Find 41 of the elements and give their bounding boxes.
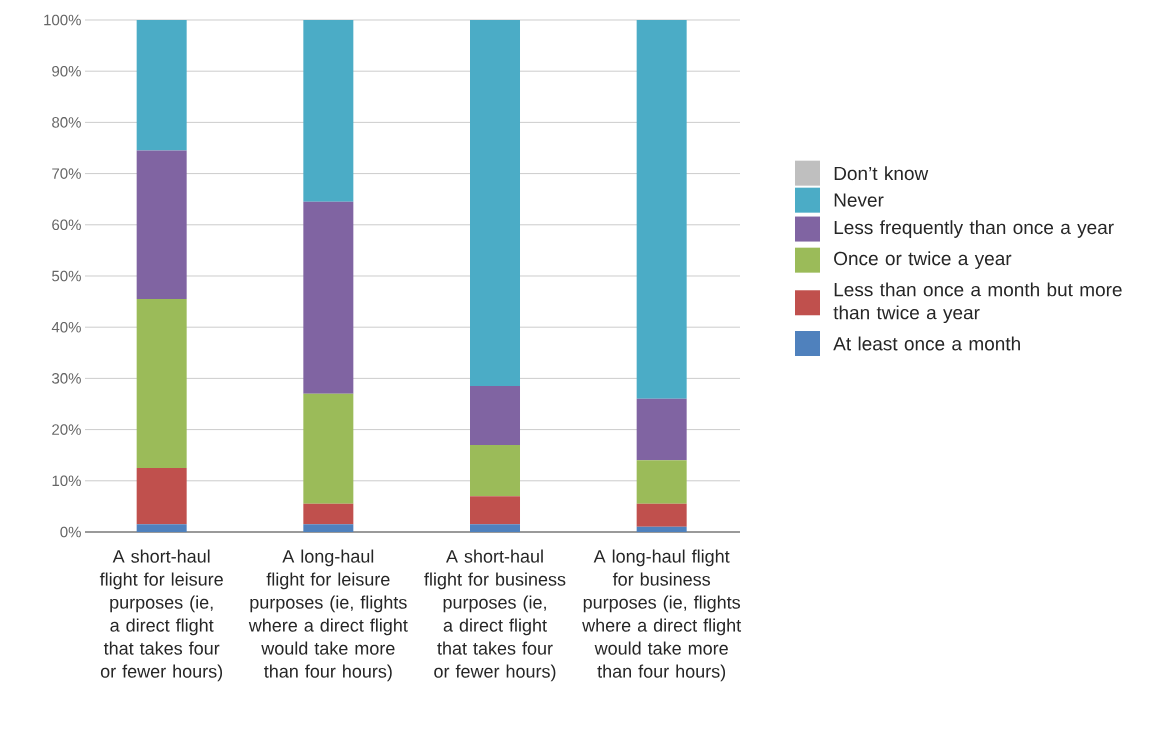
y-tick-label: 0%: [60, 526, 81, 538]
y-tick-label: 60%: [52, 219, 81, 231]
legend-label: Less frequently than once a year: [834, 220, 1114, 238]
legend-label: At least once a month: [833, 336, 1020, 351]
y-tick-label: 90%: [52, 65, 81, 77]
bar: [136, 150, 187, 300]
y-tick-label: 40%: [51, 321, 81, 333]
bar: [636, 526, 687, 532]
bar: [136, 524, 187, 532]
bar: [636, 460, 687, 504]
bar: [303, 19, 354, 202]
y-tick-label: 30%: [52, 373, 81, 384]
x-tick-label: A short-haul flight for business purposes (ie, a direct flight that takes four or fewer hours): [424, 549, 566, 682]
bar: [636, 503, 687, 527]
bar: [303, 201, 354, 394]
bar: [303, 524, 354, 532]
y-tick-label: 50%: [52, 270, 81, 282]
x-tick-label: A long-haul flight for business purposes (ie, flights where a direct flight would take more than four hours): [582, 549, 742, 682]
legend-label: Don’t know: [834, 166, 929, 181]
y-tick-label: 10%: [52, 475, 81, 487]
bar: [470, 524, 520, 532]
y-tick-label: 100%: [44, 14, 81, 26]
bar: [136, 467, 187, 525]
y-tick-label: 20%: [52, 424, 81, 435]
bar: [303, 393, 354, 504]
bar: [470, 19, 520, 387]
legend-label: Once or twice a year: [834, 251, 1012, 270]
y-tick-label: 80%: [52, 117, 81, 128]
x-tick-label: A short-haul flight for leisure purposes (ie, a direct flight that takes four or fewer hours): [99, 549, 223, 682]
x-tick-label: A long-haul flight for leisure purposes (ie, flights where a direct flight would take more than four hours): [248, 549, 408, 682]
y-tick-label: 70%: [52, 168, 81, 179]
legend-label: Never: [834, 193, 884, 207]
bar: [136, 299, 187, 468]
bar: [303, 503, 354, 525]
bar: [636, 19, 687, 399]
bar: [636, 398, 687, 461]
legend-label: Less than once a month but more than twice a year: [833, 282, 1122, 324]
bar: [470, 386, 520, 445]
bar: [136, 19, 187, 151]
bar: [470, 496, 520, 525]
bar: [470, 444, 520, 497]
